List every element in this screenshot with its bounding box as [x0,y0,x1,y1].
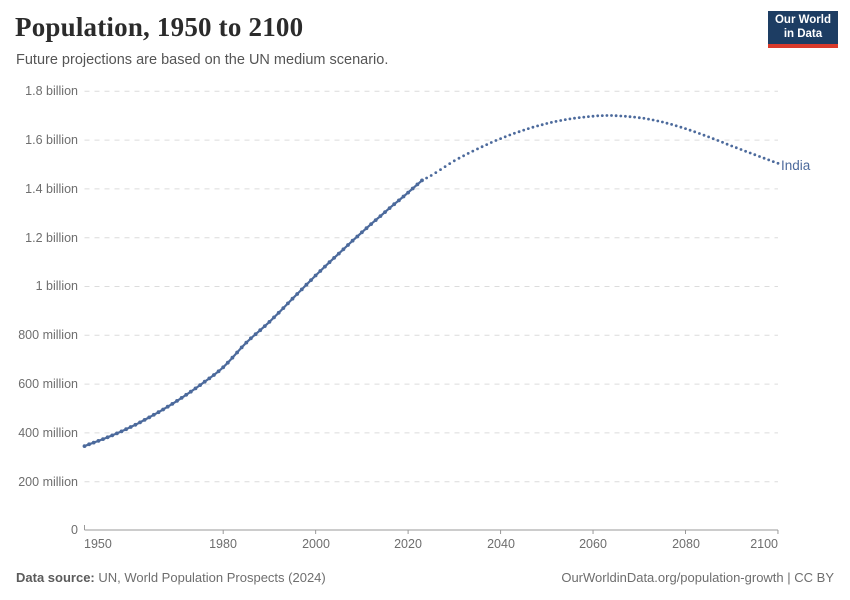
footer-links: OurWorldinData.org/population-growth | C… [561,570,834,585]
owid-logo[interactable]: Our World in Data [768,11,838,48]
license-separator: | [783,570,795,585]
data-source-text: UN, World Population Prospects (2024) [94,570,326,585]
x-tick-label: 2000 [302,537,330,551]
x-tick-label: 2060 [579,537,607,551]
license-badge: CC BY [794,570,834,585]
y-tick-label: 1 billion [35,279,78,293]
chart-subtitle: Future projections are based on the UN m… [16,52,389,68]
x-axis [84,525,779,534]
x-tick-label: 2080 [672,537,700,551]
y-tick-label: 0 [71,523,78,537]
x-tick-label: 2100 [750,537,778,551]
chart-footer: Data source: UN, World Population Prospe… [0,565,850,600]
x-tick-label: 1950 [84,537,112,551]
x-tick-label: 2020 [394,537,422,551]
y-tick-label: 1.2 billion [25,231,78,245]
owid-url-link[interactable]: OurWorldinData.org/population-growth [561,570,784,585]
series-entity-label: India [781,158,811,173]
series-dots-projection [420,114,780,182]
owid-logo-text: Our World in Data [774,14,831,40]
x-tick-label: 2040 [487,537,515,551]
y-tick-label: 1.6 billion [25,133,78,147]
series-line-estimates [82,178,424,448]
y-tick-label: 1.4 billion [25,182,78,196]
y-tick-label: 800 million [18,328,78,342]
y-tick-label: 1.8 billion [25,84,78,98]
data-source-label: Data source: [16,570,95,585]
page-title: Population, 1950 to 2100 [15,12,304,42]
y-tick-label: 400 million [18,426,78,440]
y-gridlines [84,90,778,483]
x-tick-label: 1980 [209,537,237,551]
data-source-note: Data source: UN, World Population Prospe… [16,570,326,585]
y-tick-label: 200 million [18,475,78,489]
y-tick-label: 600 million [18,377,78,391]
